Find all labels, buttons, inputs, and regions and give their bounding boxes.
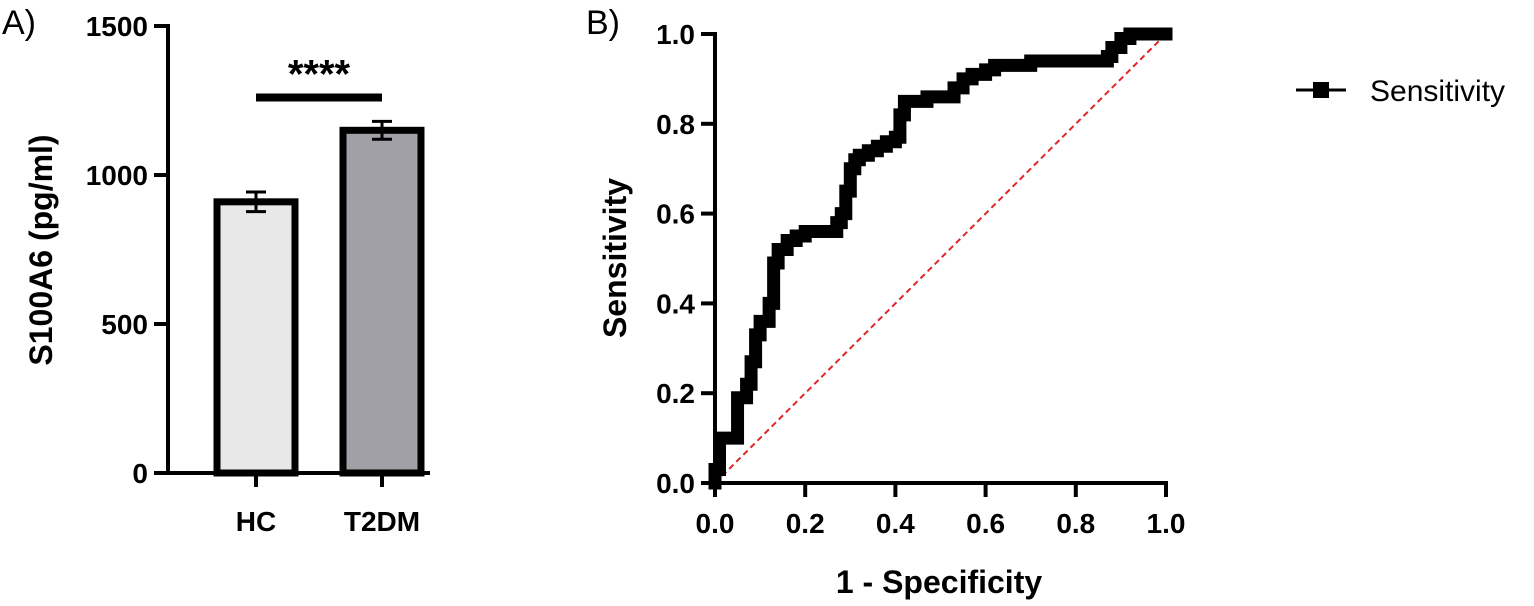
roc-y-tick-label-5: 1.0 — [656, 19, 695, 50]
panel-b-roc-chart: B) Sensitivity 1 - Specificity 0.0 0.2 0.4… — [586, 4, 1505, 600]
panel-a-y-axis-title: S100A6 (pg/ml) — [23, 134, 59, 365]
panel-a-label: A) — [2, 4, 36, 42]
roc-x-tick-label-0: 0.0 — [696, 508, 735, 539]
reference-diagonal-line — [714, 33, 1167, 484]
roc-curve-line — [708, 27, 1173, 490]
roc-y-tick-label-2: 0.4 — [656, 288, 695, 319]
roc-x-tick-label-5: 1.0 — [1147, 508, 1186, 539]
roc-y-tick-label-3: 0.6 — [656, 199, 695, 230]
legend-label: Sensitivity — [1370, 75, 1505, 108]
x-tick-label-t2dm: T2DM — [344, 506, 420, 537]
panel-b-label: B) — [586, 4, 620, 42]
roc-x-tick-label-4: 0.8 — [1056, 508, 1095, 539]
x-tick-label-hc: HC — [236, 506, 276, 537]
panel-b-y-axis-title: Sensitivity — [597, 178, 633, 338]
significance-asterisks: **** — [288, 53, 351, 97]
bar-t2dm — [339, 126, 425, 477]
roc-y-tick-label-0: 0.0 — [656, 468, 695, 499]
legend: Sensitivity — [1296, 75, 1505, 108]
panel-a-bar-chart: A) S100A6 (pg/ml) 0 500 1000 1500 HC T2DM ***… — [2, 4, 430, 537]
y-tick-label-2: 1000 — [86, 160, 148, 191]
y-tick-label-1: 500 — [101, 309, 148, 340]
roc-y-tick-label-1: 0.2 — [656, 378, 695, 409]
y-tick-label-0: 0 — [132, 458, 148, 489]
roc-x-tick-label-3: 0.6 — [966, 508, 1005, 539]
y-tick-label-3: 1500 — [86, 11, 148, 42]
legend-square-marker — [1313, 82, 1329, 98]
roc-x-tick-label-2: 0.4 — [876, 508, 915, 539]
panel-b-x-axis-title: 1 - Specificity — [836, 564, 1043, 600]
roc-x-tick-label-1: 0.2 — [786, 508, 825, 539]
bar-hc — [213, 198, 299, 477]
roc-y-tick-label-4: 0.8 — [656, 109, 695, 140]
